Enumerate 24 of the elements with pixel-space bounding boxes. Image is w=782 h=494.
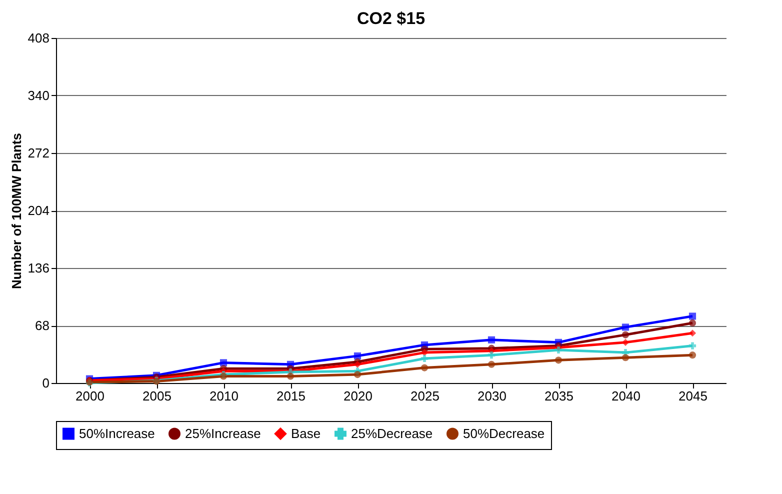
y-tick-label: 340 [28, 88, 50, 103]
y-tick-label: 68 [35, 318, 50, 333]
x-tick-label: 2015 [276, 388, 306, 404]
y-tick-label: 272 [28, 146, 50, 160]
y-tick-label: 0 [42, 376, 50, 390]
legend-label: 25%Decrease [351, 426, 433, 441]
y-tick-label: 408 [28, 30, 50, 46]
x-tick-label: 2005 [142, 388, 172, 404]
x-tick-label: 2025 [410, 388, 440, 404]
x-tick-label: 2020 [344, 388, 372, 404]
x-tick-label: 2000 [76, 388, 104, 404]
x-tick-label: 2040 [612, 388, 640, 404]
y-axis-title: Number of 100MW Plants [8, 132, 24, 290]
y-tick-label: 204 [28, 203, 50, 218]
x-tick-label: 2035 [544, 388, 574, 404]
legend-label: 50%Increase [79, 426, 155, 441]
chart-title: CO2 $15 [356, 9, 426, 28]
legend-label: 50%Decrease [463, 426, 545, 441]
legend-label: Base [291, 426, 321, 441]
x-tick-label: 2010 [210, 388, 238, 404]
x-tick-label: 2030 [478, 388, 506, 404]
legend-label: 25%Increase [185, 426, 261, 441]
y-tick-label: 136 [28, 260, 50, 276]
x-tick-label: 2045 [678, 388, 708, 404]
